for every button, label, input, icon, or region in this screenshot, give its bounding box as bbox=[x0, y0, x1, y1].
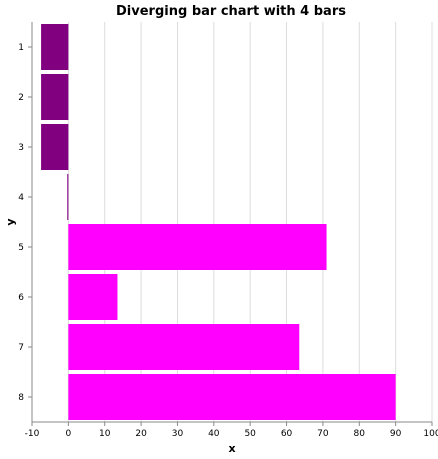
y-tick-label: 7 bbox=[18, 343, 24, 353]
x-axis-title: x bbox=[228, 442, 235, 455]
x-axis: -10 0 10 20 30 40 50 60 70 80 90 100 bbox=[25, 421, 438, 439]
y-tick-label: 2 bbox=[18, 93, 24, 103]
x-tick-label: 20 bbox=[135, 429, 147, 439]
bar-2 bbox=[41, 74, 69, 120]
x-tick-label: -10 bbox=[25, 429, 40, 439]
x-tick-label: 90 bbox=[390, 429, 402, 439]
y-tick-label: 8 bbox=[18, 393, 24, 403]
y-axis: 1 2 3 4 5 6 7 8 bbox=[18, 22, 33, 422]
bar-1 bbox=[41, 24, 69, 70]
bar-7 bbox=[68, 324, 300, 370]
x-tick-label: 70 bbox=[317, 429, 329, 439]
chart-title: Diverging bar chart with 4 bars bbox=[116, 4, 346, 19]
bar-5 bbox=[68, 224, 327, 270]
y-tick-label: 6 bbox=[18, 293, 24, 303]
x-tick-label: 10 bbox=[99, 429, 111, 439]
x-tick-label: 0 bbox=[65, 429, 71, 439]
x-tick-label: 40 bbox=[208, 429, 220, 439]
x-tick-label: 30 bbox=[172, 429, 184, 439]
bar-6 bbox=[68, 274, 118, 320]
grid-lines bbox=[31, 22, 433, 422]
x-tick-label: 100 bbox=[423, 429, 438, 439]
bar-8 bbox=[68, 374, 396, 420]
y-tick-label: 3 bbox=[18, 143, 24, 153]
y-tick-label: 4 bbox=[18, 193, 24, 203]
bar-3 bbox=[41, 124, 69, 170]
y-tick-label: 1 bbox=[18, 43, 24, 53]
bars bbox=[41, 24, 396, 420]
bar-4 bbox=[67, 174, 69, 220]
x-tick-label: 80 bbox=[354, 429, 366, 439]
y-axis-title: y bbox=[4, 218, 17, 225]
y-tick-label: 5 bbox=[18, 243, 24, 253]
x-tick-label: 60 bbox=[281, 429, 293, 439]
x-tick-label: 50 bbox=[244, 429, 256, 439]
